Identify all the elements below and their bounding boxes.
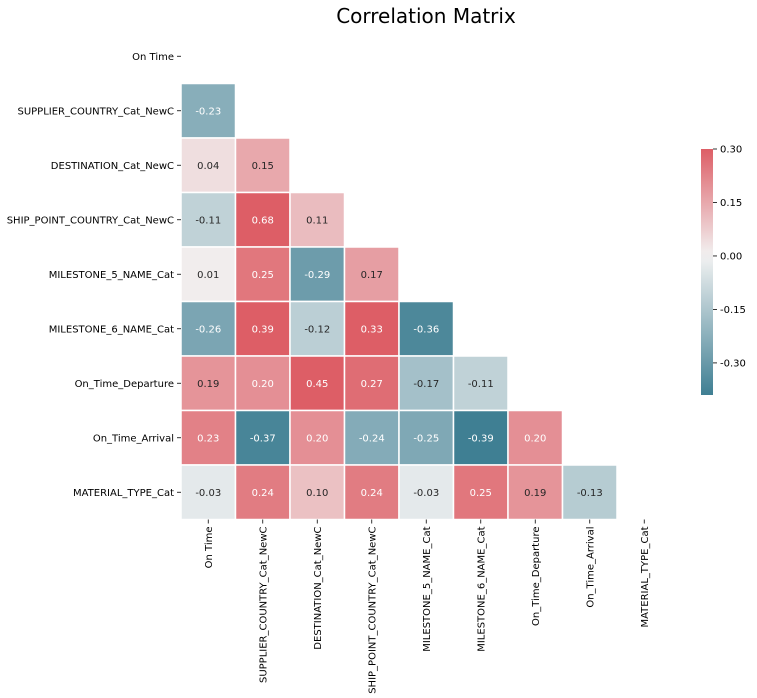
- cell-value-label: -0.36: [413, 324, 439, 335]
- column-tick-label: SUPPLIER_COUNTRY_Cat_NewC: [258, 526, 269, 683]
- row-tick-label: MILESTONE_5_NAME_Cat: [49, 270, 174, 281]
- colorbar-tick-label: -0.30: [720, 358, 746, 369]
- cell-value-label: 0.27: [361, 379, 383, 390]
- heatmap-cell: [234, 300, 291, 357]
- cell-value-label: 0.33: [361, 324, 383, 335]
- colorbar-tick-label: -0.15: [720, 305, 746, 316]
- column-tick-label: MILESTONE_6_NAME_Cat: [476, 526, 487, 651]
- cell-value-label: 0.19: [524, 488, 546, 499]
- row-tick-label: MATERIAL_TYPE_Cat: [73, 488, 174, 499]
- row-tick-label: On_Time_Arrival: [93, 433, 174, 444]
- column-tick-label: On_Time_Arrival: [585, 527, 596, 608]
- heatmap-cell: [343, 300, 400, 357]
- cell-value-label: 0.20: [524, 433, 546, 444]
- row-tick-label: MILESTONE_6_NAME_Cat: [49, 324, 174, 335]
- cell-value-label: -0.39: [468, 433, 494, 444]
- cell-value-label: -0.37: [250, 433, 276, 444]
- cell-value-label: 0.20: [306, 433, 328, 444]
- heatmap-cells: -0.23 0.04 0.15 -0.11 0.68 0.11 0.01 0.25 -0.29 0…: [180, 82, 618, 521]
- heatmap-cell: [561, 464, 618, 521]
- cell-value-label: -0.29: [304, 270, 330, 281]
- cell-value-label: -0.12: [304, 324, 330, 335]
- heatmap-cell: [289, 246, 346, 303]
- column-tick-labels: On Time SUPPLIER_COUNTRY_Cat_NewC DESTINAT…: [204, 519, 651, 694]
- row-tick-label: On Time: [132, 52, 174, 63]
- heatmap-cell: [343, 409, 400, 466]
- column-tick-label: MILESTONE_5_NAME_Cat: [422, 526, 433, 651]
- heatmap-cell: [289, 300, 346, 357]
- cell-value-label: 0.10: [306, 488, 328, 499]
- column-tick-label: On_Time_Departure: [531, 527, 542, 626]
- heatmap-cell: [180, 137, 237, 194]
- cell-value-label: -0.26: [195, 324, 221, 335]
- column-tick-label: SHIP_POINT_COUNTRY_Cat_NewC: [367, 526, 378, 693]
- colorbar-tick-label: 0.00: [720, 251, 742, 262]
- cell-value-label: 0.45: [306, 379, 328, 390]
- row-tick-label: On_Time_Departure: [75, 379, 174, 390]
- heatmap-cell: [234, 355, 291, 412]
- cell-value-label: 0.20: [252, 379, 274, 390]
- row-tick-labels: On Time SUPPLIER_COUNTRY_Cat_NewC DESTINAT…: [7, 52, 181, 499]
- column-tick-label: MATERIAL_TYPE_Cat: [640, 526, 651, 627]
- heatmap-cell: [180, 464, 237, 521]
- heatmap-cell: [507, 409, 564, 466]
- cell-value-label: 0.17: [361, 270, 383, 281]
- cell-value-label: 0.01: [197, 270, 219, 281]
- cell-value-label: 0.11: [306, 215, 328, 226]
- heatmap-cell: [180, 82, 237, 139]
- heatmap-cell: [234, 464, 291, 521]
- colorbar-tick-label: 0.15: [720, 198, 742, 209]
- heatmap-cell: [289, 355, 346, 412]
- cell-value-label: 0.19: [197, 379, 219, 390]
- heatmap-cell: [234, 137, 291, 194]
- cell-value-label: 0.25: [470, 488, 492, 499]
- colorbar-gradient: [701, 149, 713, 395]
- cell-value-label: 0.04: [197, 161, 219, 172]
- column-tick-label: DESTINATION_Cat_NewC: [313, 526, 324, 649]
- cell-value-label: 0.24: [252, 488, 274, 499]
- heatmap-cell: [452, 355, 509, 412]
- heatmap-cell: [343, 246, 400, 303]
- cell-value-label: -0.23: [195, 106, 221, 117]
- cell-value-label: 0.15: [252, 161, 274, 172]
- heatmap-cell: [289, 464, 346, 521]
- heatmap-cell: [398, 300, 455, 357]
- row-tick-label: SUPPLIER_COUNTRY_Cat_NewC: [17, 106, 174, 117]
- cell-value-label: -0.24: [359, 433, 385, 444]
- cell-value-label: 0.23: [197, 433, 219, 444]
- cell-value-label: -0.03: [195, 488, 221, 499]
- chart-title: Correlation Matrix: [336, 4, 516, 28]
- heatmap-cell: [398, 409, 455, 466]
- heatmap-cell: [234, 409, 291, 466]
- cell-value-label: 0.68: [252, 215, 274, 226]
- cell-value-label: 0.24: [361, 488, 383, 499]
- heatmap-cell: [289, 409, 346, 466]
- cell-value-label: -0.03: [413, 488, 439, 499]
- cell-value-label: -0.17: [413, 379, 439, 390]
- row-tick-label: DESTINATION_Cat_NewC: [51, 161, 174, 172]
- column-tick-label: On Time: [204, 527, 215, 569]
- colorbar: -0.30 -0.15 0.00 0.15 0.30: [701, 145, 746, 395]
- heatmap-cell: [234, 246, 291, 303]
- cell-value-label: -0.25: [413, 433, 439, 444]
- cell-value-label: 0.25: [252, 270, 274, 281]
- colorbar-tick-label: 0.30: [720, 145, 742, 156]
- heatmap-cell: [343, 355, 400, 412]
- cell-value-label: -0.13: [577, 488, 603, 499]
- cell-value-label: -0.11: [468, 379, 494, 390]
- cell-value-label: -0.11: [195, 215, 221, 226]
- cell-value-label: 0.39: [252, 324, 274, 335]
- row-tick-label: SHIP_POINT_COUNTRY_Cat_NewC: [7, 215, 174, 226]
